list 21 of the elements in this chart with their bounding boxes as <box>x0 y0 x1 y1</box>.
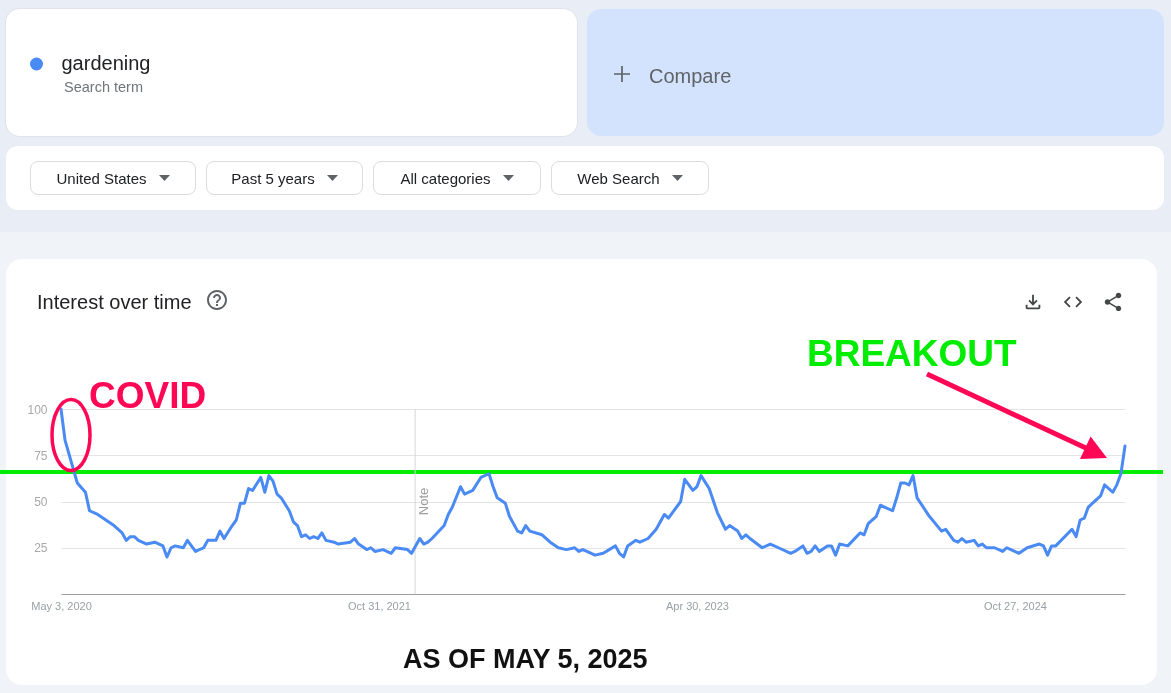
dropdown-button: Web Search <box>551 161 709 195</box>
y-tick-label: 75 <box>34 448 48 463</box>
x-tick-label: Apr 30, 2023 <box>665 599 729 612</box>
line-series <box>59 407 1127 559</box>
text: BREAKOUT <box>807 333 1017 374</box>
dropdown-button: All categories <box>373 161 541 195</box>
text: AS OF MAY 5, 2025 <box>403 644 648 674</box>
dropdown-button: United States <box>30 161 196 195</box>
text: Compare <box>649 65 732 87</box>
x-tick-label: Oct 31, 2021 <box>347 599 411 612</box>
ref-line-label: Note <box>416 487 432 516</box>
dropdown-button: Past 5 years <box>206 161 363 195</box>
text: Search term <box>64 79 143 95</box>
x-tick-label: May 3, 2020 <box>31 599 92 612</box>
legend-label: gardening <box>61 52 151 74</box>
y-tick-label: 100 <box>27 402 48 417</box>
annotation: COVID <box>89 375 207 416</box>
y-tick-label: 50 <box>34 495 48 509</box>
y-tick-label: 25 <box>34 541 48 556</box>
x-tick-label: Oct 27, 2024 <box>983 599 1047 612</box>
chart-title: Interest over time <box>37 291 192 313</box>
